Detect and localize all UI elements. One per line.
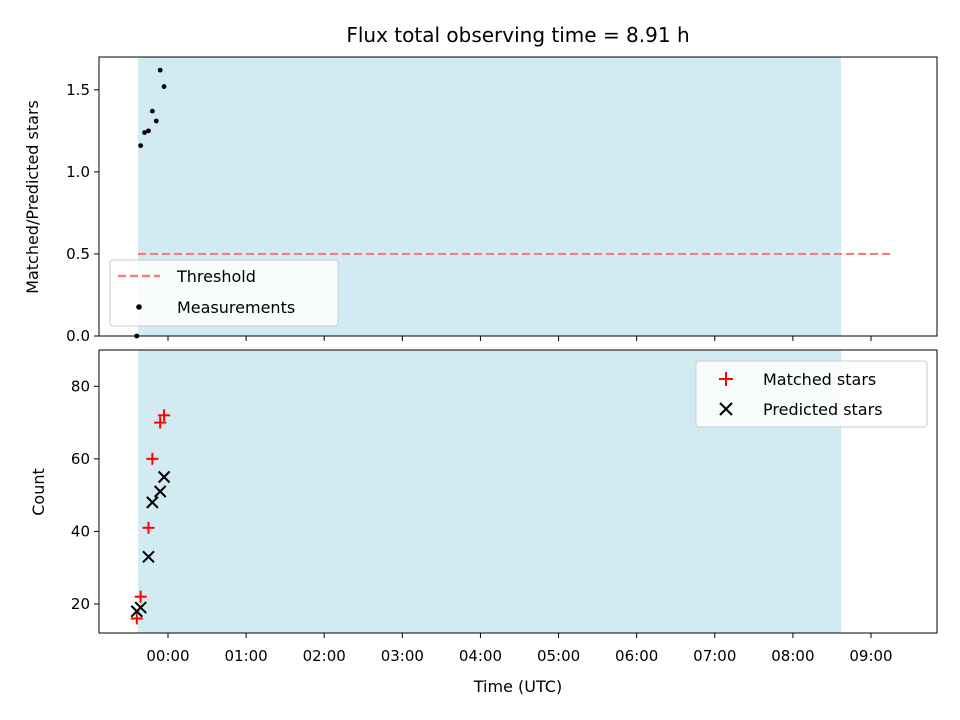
matched-star-point [158, 409, 171, 422]
predicted-marker-stroke [142, 550, 155, 564]
legend-matched-label: Matched stars [763, 370, 876, 389]
bottom-y-tick-label: 40 [71, 522, 90, 540]
legend-threshold-label: Threshold [176, 267, 256, 286]
top-y-tick-label: 1.0 [66, 163, 90, 181]
top-legend-box [109, 259, 339, 327]
x-tick-label: 01:00 [224, 647, 267, 665]
bottom-data-marks [130, 409, 171, 625]
bottom-y-ticks: 20 40 60 80 [71, 377, 99, 613]
matched-star-point [130, 612, 143, 625]
x-tick-label: 06:00 [615, 647, 658, 665]
x-tick-label: 00:00 [146, 647, 189, 665]
top-y-axis-label: Matched/Predicted stars [23, 100, 42, 294]
bottom-legend-box [695, 360, 928, 428]
legend-predicted-swatch [719, 402, 733, 416]
bottom-axes-frame [98, 349, 938, 634]
matched-star-point [142, 521, 155, 534]
top-axes: 0.0 0.5 1.0 1.5 Matched/Predicted stars Thr… [23, 56, 938, 345]
top-axes-frame [98, 56, 938, 337]
bottom-y-tick-label: 20 [71, 595, 90, 613]
legend-measurements-swatch [136, 304, 142, 310]
matched-star-point [154, 416, 167, 429]
measurement-point [153, 118, 159, 124]
top-y-tick-label: 1.5 [66, 81, 90, 99]
predicted-star-point [142, 550, 155, 564]
top-legend: Threshold Measurements [109, 259, 339, 327]
x-tick-label: 04:00 [459, 647, 502, 665]
measurement-point [161, 84, 167, 89]
measurement-point [142, 130, 147, 135]
predicted-marker-stroke [146, 496, 159, 509]
predicted-marker-stroke [134, 601, 147, 614]
x-tick-label: 07:00 [693, 647, 736, 665]
top-data-marks [134, 67, 894, 339]
top-y-ticks: 0.0 0.5 1.0 1.5 [66, 81, 99, 345]
legend-matched-swatch [719, 372, 733, 386]
x-tick-label: 08:00 [771, 647, 814, 665]
legend-predicted-label: Predicted stars [763, 400, 883, 419]
matched-star-point [146, 452, 159, 465]
measurement-point [146, 128, 151, 134]
x-tick-label: 05:00 [537, 647, 580, 665]
chart-title: Flux total observing time = 8.91 h [346, 23, 689, 47]
legend-measurements-label: Measurements [177, 298, 295, 317]
x-tick-label: 02:00 [303, 647, 346, 665]
measurement-point [149, 108, 155, 114]
predicted-star-point [134, 601, 147, 614]
measurement-point [138, 143, 144, 149]
predicted-marker-stroke [153, 485, 167, 498]
predicted-star-point [157, 470, 171, 484]
top-y-tick-label: 0.0 [66, 327, 90, 345]
bottom-legend: Matched stars Predicted stars [695, 360, 928, 428]
measurement-point [157, 67, 163, 73]
x-axis-label: Time (UTC) [473, 677, 562, 696]
bottom-y-tick-label: 60 [71, 450, 90, 468]
predicted-marker-stroke [157, 470, 171, 484]
top-y-tick-label: 0.5 [66, 245, 90, 263]
matched-star-point [134, 590, 147, 603]
predicted-star-point [146, 496, 159, 509]
bottom-y-axis-label: Count [29, 468, 48, 516]
predicted-star-point [153, 485, 167, 498]
x-tick-label: 03:00 [381, 647, 424, 665]
top-x-ticks [167, 336, 872, 341]
bottom-x-ticks: 00:00 01:00 02:00 03:00 04:00 05:00 06:00 07:00… [146, 633, 893, 665]
x-tick-label: 09:00 [849, 647, 892, 665]
bottom-y-tick-label: 80 [71, 377, 90, 395]
